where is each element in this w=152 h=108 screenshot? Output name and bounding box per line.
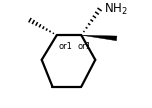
Text: NH$_2$: NH$_2$ — [104, 2, 128, 17]
Text: or1: or1 — [59, 42, 73, 51]
Text: or1: or1 — [77, 42, 91, 51]
Polygon shape — [81, 35, 117, 41]
